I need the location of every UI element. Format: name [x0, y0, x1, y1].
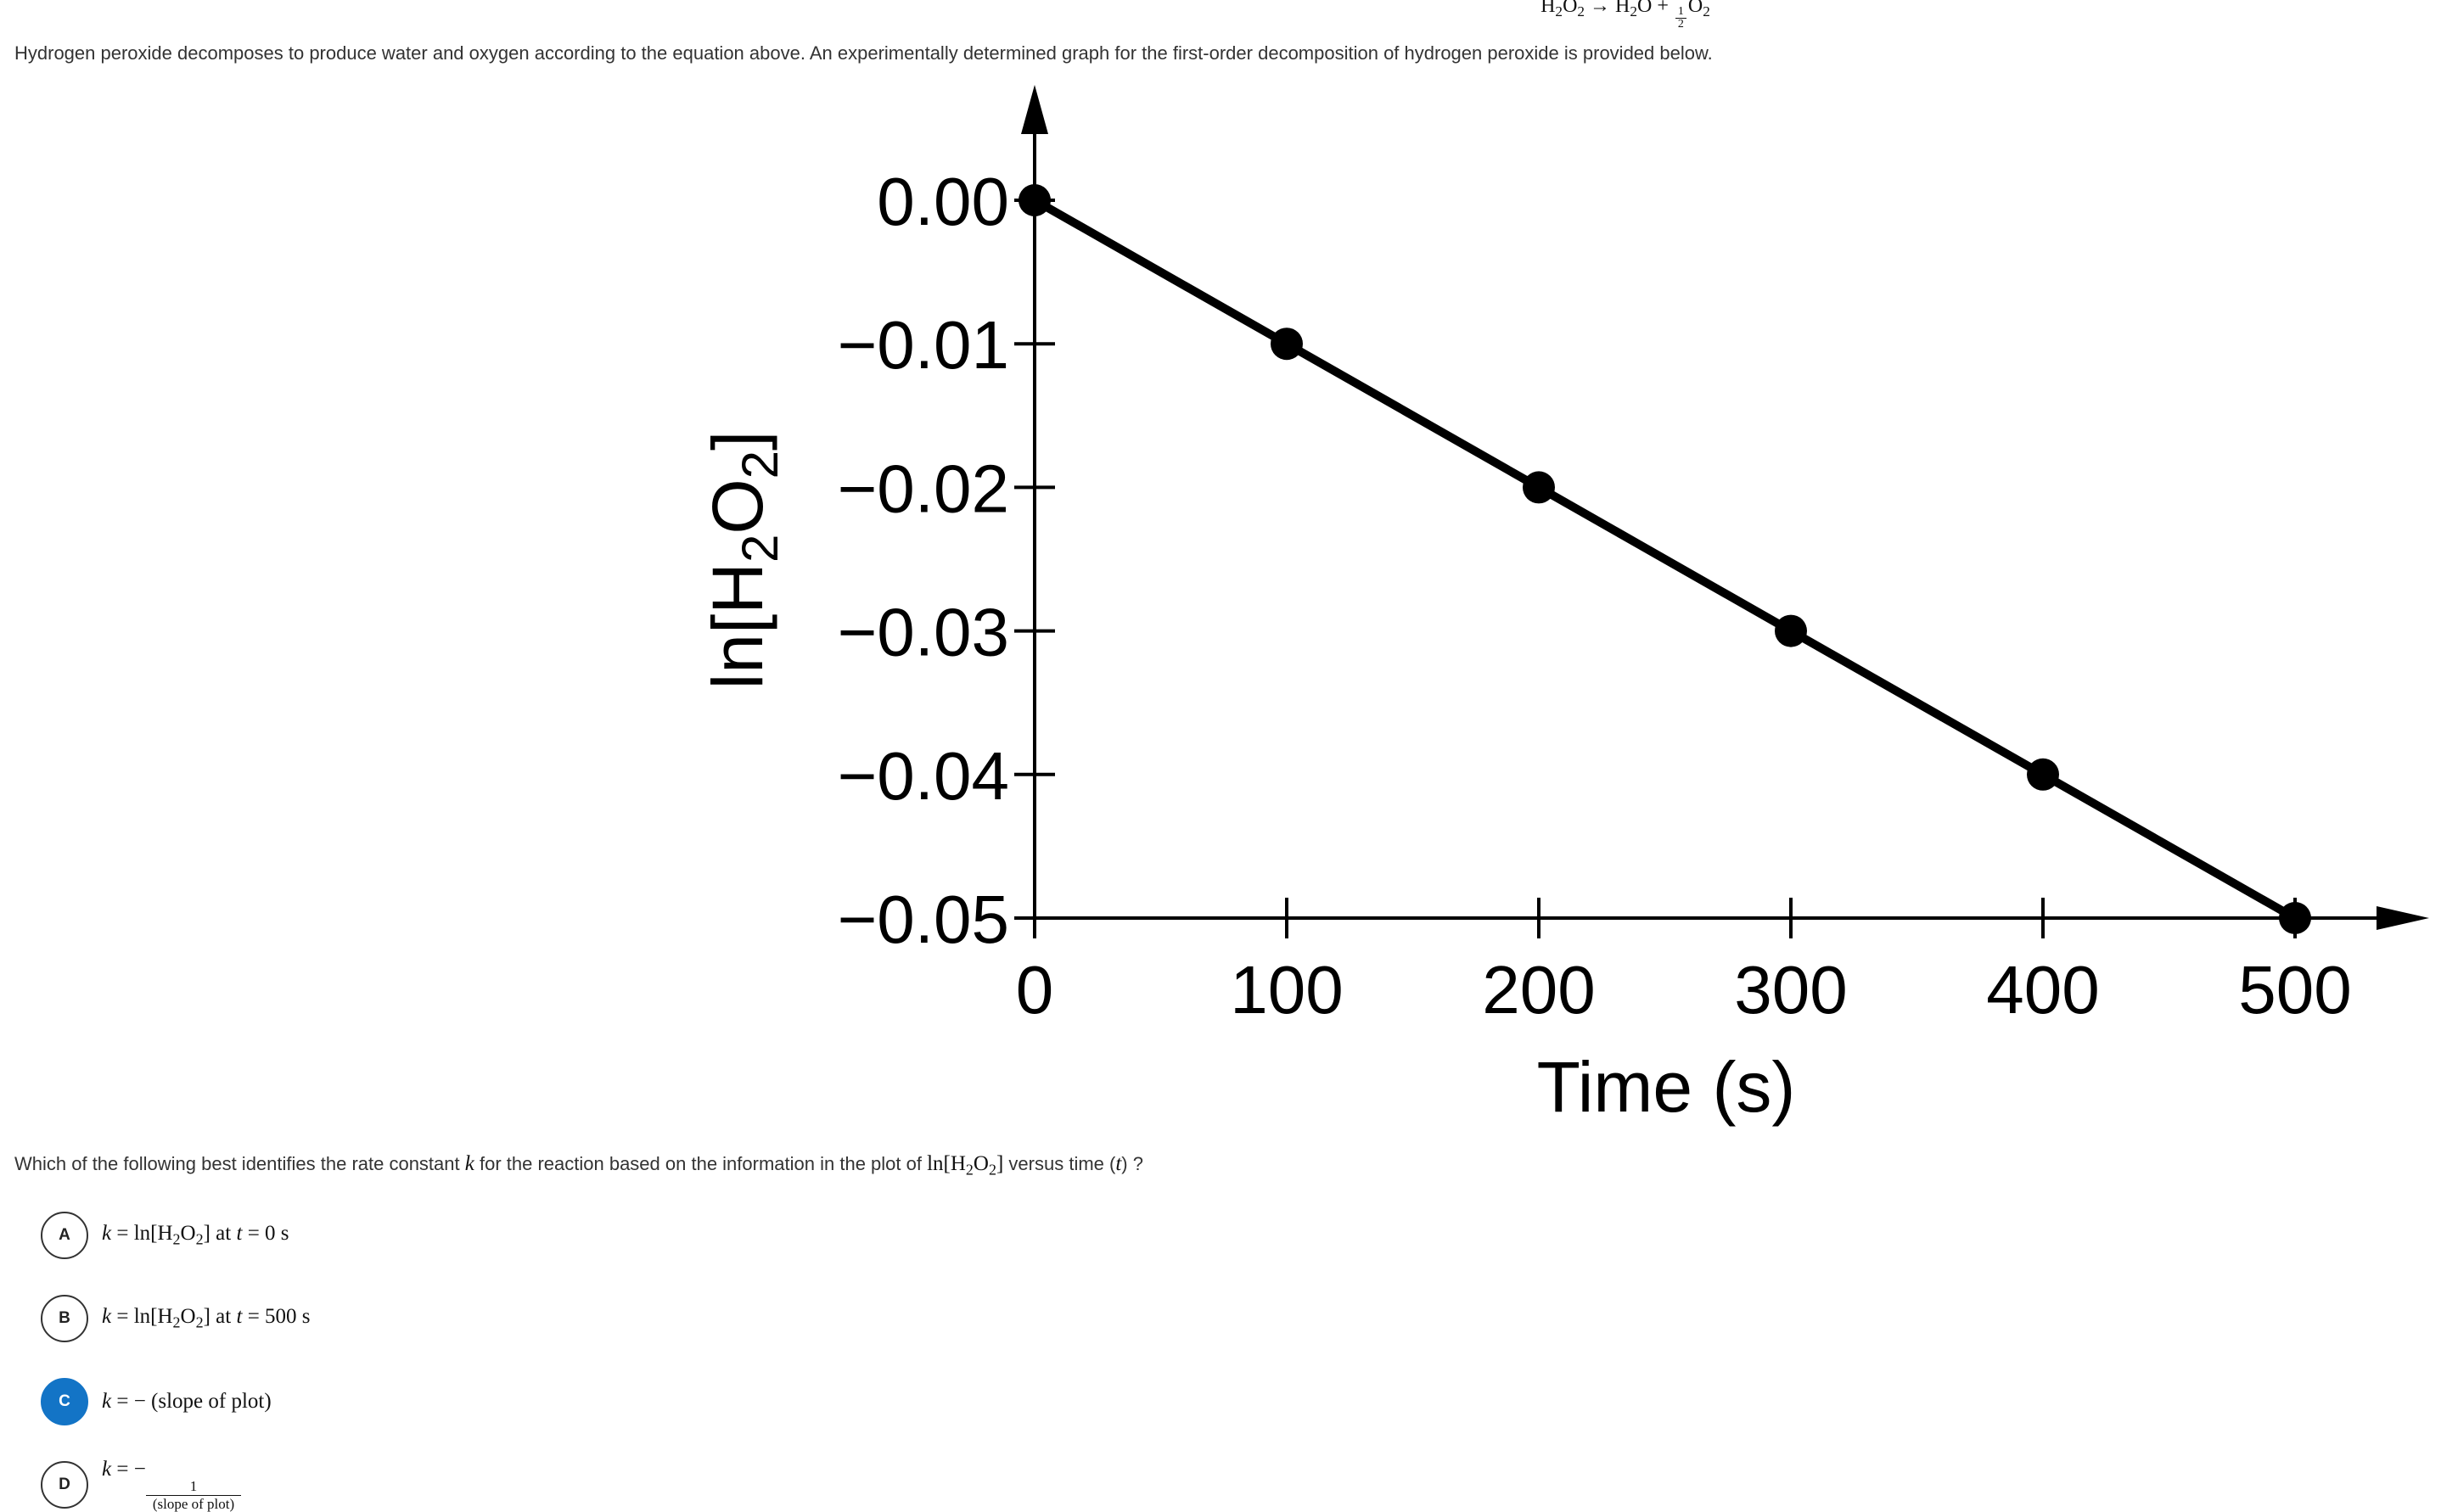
data-points: [1019, 184, 2311, 934]
option-d-text: k = −1 (slope of plot): [102, 1458, 242, 1512]
x-tick-label: 200: [1482, 952, 1595, 1028]
option-a[interactable]: A k = ln[H2O2] at t = 0 s: [41, 1208, 289, 1263]
option-c-letter[interactable]: C: [41, 1378, 88, 1425]
question-text: Which of the following best identifies t…: [14, 1152, 1143, 1179]
data-point: [1523, 471, 1555, 504]
x-tick-label: 500: [2238, 952, 2351, 1028]
data-point: [1775, 614, 1807, 647]
reaction-arrow: →: [1590, 0, 1611, 17]
option-b[interactable]: B k = ln[H2O2] at t = 500 s: [41, 1291, 311, 1346]
series-line: [1032, 196, 2298, 922]
x-axis-label: Time (s): [1537, 1047, 1796, 1127]
x-tick-label: 0: [1016, 952, 1054, 1028]
y-tick-label: −0.04: [838, 738, 1009, 814]
option-a-text: k = ln[H2O2] at t = 0 s: [102, 1222, 289, 1248]
data-point: [1019, 184, 1051, 216]
x-axis-arrow: [2377, 906, 2429, 930]
option-d-fraction: 1 (slope of plot): [145, 1478, 242, 1512]
y-tick-label: 0.00: [877, 164, 1009, 239]
x-ticks: 0 100 200 300 400 500: [1016, 898, 2352, 1028]
option-d-letter[interactable]: D: [41, 1461, 88, 1509]
option-b-letter[interactable]: B: [41, 1295, 88, 1342]
y-tick-label: −0.05: [838, 882, 1009, 957]
decomposition-chart: 0.00 −0.01 −0.02 −0.03 −0.04 −0.05 0 100 200 300…: [698, 85, 2429, 1127]
data-point: [2279, 902, 2311, 934]
intro-text: Hydrogen peroxide decomposes to produce …: [14, 42, 1713, 64]
reaction-equation: H2O2 → H2O + 1 2 O2: [0, 0, 2458, 31]
y-tick-label: −0.02: [838, 451, 1009, 526]
option-c[interactable]: C k = − (slope of plot): [41, 1375, 272, 1429]
y-tick-label: −0.01: [838, 307, 1009, 383]
y-tick-label: −0.03: [838, 595, 1009, 670]
x-tick-label: 400: [1986, 952, 2099, 1028]
y-axis-arrow: [1021, 85, 1048, 134]
x-tick-label: 100: [1230, 952, 1343, 1028]
data-point: [2027, 758, 2059, 791]
option-a-letter[interactable]: A: [41, 1212, 88, 1259]
option-d[interactable]: D k = −1 (slope of plot): [41, 1458, 242, 1512]
option-b-text: k = ln[H2O2] at t = 500 s: [102, 1305, 311, 1331]
y-axis-label: ln[H2O2]: [698, 431, 788, 690]
option-c-text: k = − (slope of plot): [102, 1390, 272, 1413]
data-point: [1271, 328, 1303, 361]
x-tick-label: 300: [1734, 952, 1847, 1028]
y-ticks: 0.00 −0.01 −0.02 −0.03 −0.04 −0.05: [838, 164, 1055, 957]
